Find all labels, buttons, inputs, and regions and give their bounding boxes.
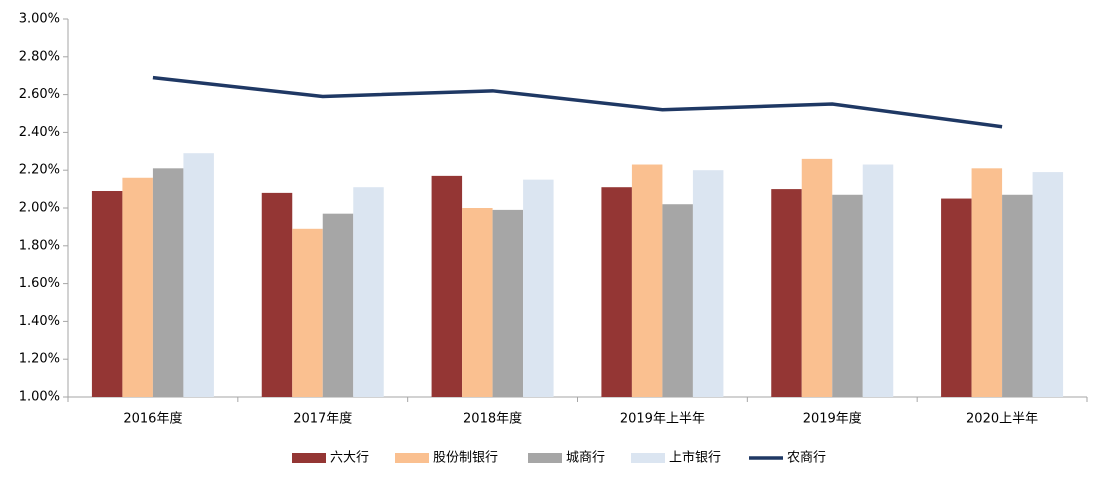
bar (523, 179, 554, 397)
legend-label: 农商行 (787, 451, 826, 466)
legend-label: 城商行 (566, 451, 605, 466)
x-tick-label: 2017年度 (293, 411, 352, 427)
y-tick-label: 1.20% (19, 352, 60, 367)
x-tick-label: 2019年度 (803, 411, 862, 427)
x-tick-label: 2016年度 (123, 411, 182, 427)
y-tick-label: 1.40% (19, 314, 60, 329)
bar (261, 192, 293, 397)
bar (832, 194, 863, 397)
y-tick-label: 2.40% (19, 125, 60, 140)
bar (183, 153, 214, 397)
line (152, 75, 1003, 129)
x-tick-label: 2020上半年 (966, 412, 1038, 427)
bar (971, 168, 1003, 397)
y-tick-label: 1.00% (19, 390, 60, 405)
bar (941, 198, 972, 397)
y-tick-label: 2.20% (19, 163, 60, 178)
bar (431, 175, 463, 397)
bar (801, 158, 833, 397)
y-tick-label: 3.00% (19, 12, 60, 27)
y-tick-label: 1.80% (19, 238, 60, 253)
bar (1032, 172, 1064, 397)
bar (692, 170, 724, 397)
bar (152, 168, 184, 397)
bar (631, 164, 663, 397)
bar (662, 204, 693, 397)
legend-label: 六大行 (330, 451, 369, 466)
bar (322, 213, 354, 397)
bar (353, 187, 384, 397)
bar (1002, 194, 1033, 397)
legend-swatch (528, 453, 562, 463)
bar (862, 164, 894, 397)
bar (492, 209, 524, 397)
bar (462, 208, 493, 397)
bar (292, 228, 323, 397)
bar (771, 189, 802, 397)
legend-swatch (631, 453, 665, 463)
bar (91, 190, 123, 397)
bar (601, 187, 632, 397)
y-tick-label: 2.80% (19, 49, 60, 64)
legend-swatch (292, 453, 326, 463)
x-tick-label: 2019年上半年 (620, 412, 705, 427)
y-tick-label: 1.60% (19, 276, 60, 291)
legend-label: 上市银行 (669, 450, 721, 466)
legend-label: 股份制银行 (433, 451, 498, 466)
y-tick-label: 2.60% (19, 87, 60, 102)
bar (122, 177, 153, 397)
y-tick-label: 2.00% (19, 201, 60, 216)
x-tick-label: 2018年度 (463, 411, 522, 427)
legend-swatch (395, 453, 429, 463)
